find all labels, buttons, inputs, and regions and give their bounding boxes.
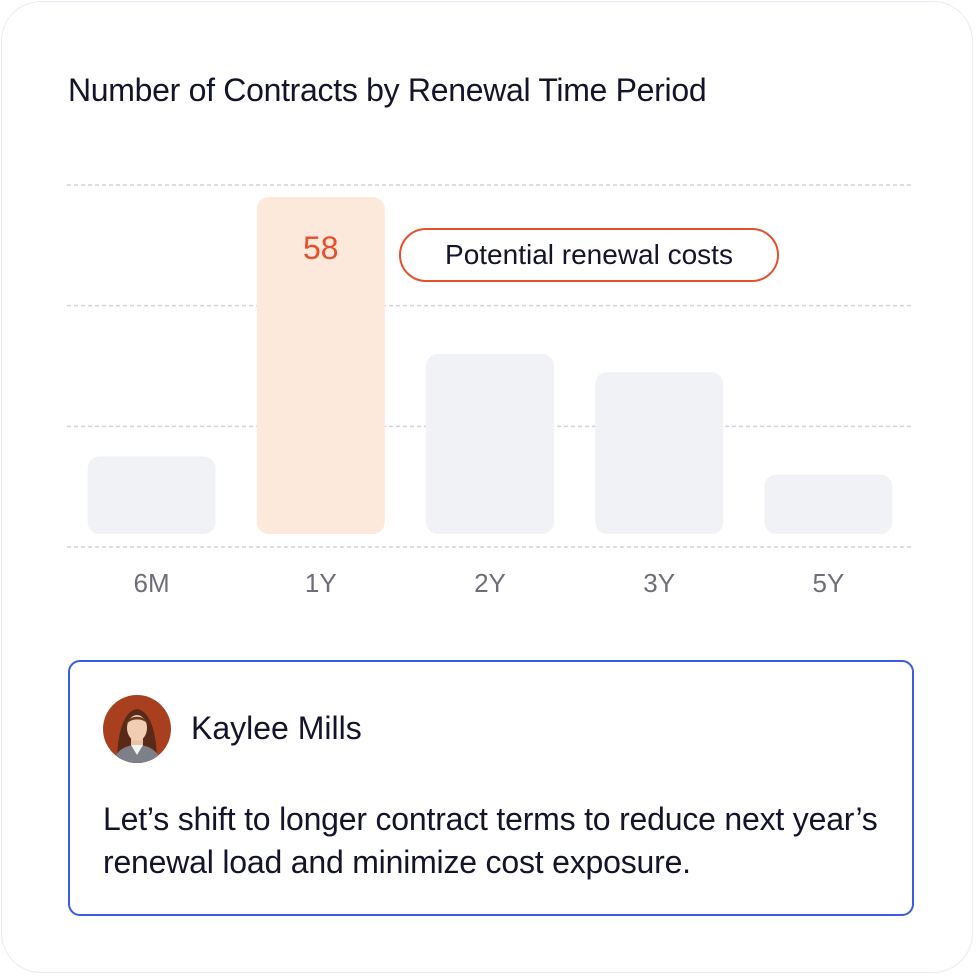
chart-title: Number of Contracts by Renewal Time Peri… <box>68 72 707 108</box>
user-avatar-icon <box>103 695 171 763</box>
tick-label-3y: 3Y <box>643 568 675 598</box>
author-name: Kaylee Mills <box>191 710 362 746</box>
comment-text: Let’s shift to longer contract terms to … <box>103 801 878 880</box>
bar-5y <box>764 474 893 534</box>
tick-label-2y: 2Y <box>474 568 506 598</box>
comment-card: Kaylee Mills Let’s shift to longer contr… <box>68 660 914 916</box>
bar-1y <box>256 197 385 535</box>
bar-3y <box>595 372 724 534</box>
bar-6m <box>87 456 216 534</box>
data-label-1y: 58 <box>303 230 339 266</box>
avatar <box>103 695 171 763</box>
tick-label-1y: 1Y <box>305 568 337 598</box>
annotation-pill: Potential renewal costs <box>399 228 779 282</box>
tick-label-5y: 5Y <box>812 568 844 598</box>
tick-label-6m: 6M <box>134 568 170 598</box>
bar-2y <box>426 353 554 534</box>
bar-chart: 6M 1Y 58 2Y 3Y 5Y <box>67 184 913 598</box>
